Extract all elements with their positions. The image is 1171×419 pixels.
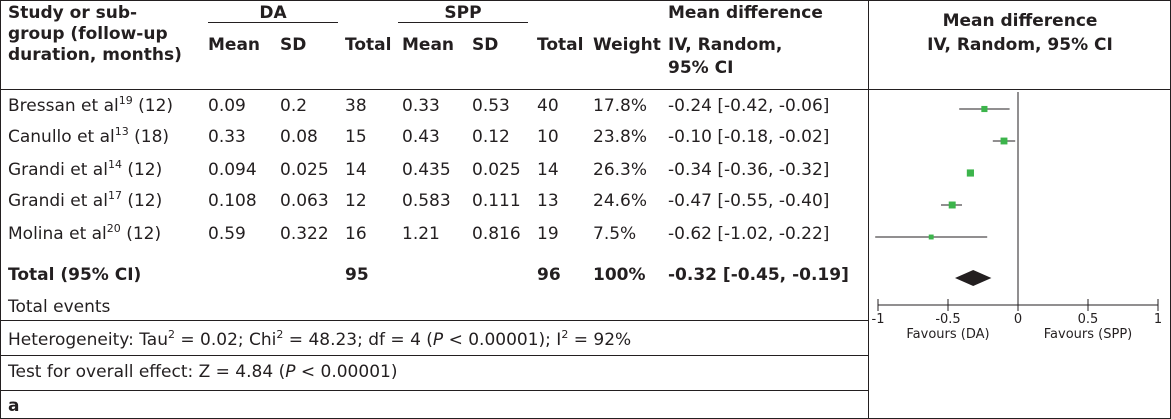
da-sd-header: SD [280,35,307,55]
spp-total: 14 [537,160,559,180]
weight-header: Weight [593,35,661,55]
study-name: Canullo et al13 (18) [8,125,170,147]
footer-divider-3 [0,390,868,391]
study-effect-marker [981,105,988,113]
spp-total: 10 [537,127,559,147]
study-header-line1: Study or sub- [8,3,138,23]
reference-superscript: 13 [114,125,129,138]
da-sd: 0.025 [280,160,329,180]
reference-superscript: 17 [107,189,122,202]
spp-mean: 0.435 [402,160,451,180]
spp-mean: 1.21 [402,224,440,244]
study-effect-marker [1000,137,1008,145]
da-total: 16 [345,224,367,244]
study-effect-marker [948,201,956,209]
mean-difference-ci: -0.62 [-1.02, -0.22] [668,224,830,244]
method-header-line2: 95% CI [668,58,734,78]
plot-header-line2: IV, Random, 95% CI [927,35,1113,55]
method-header-line1: IV, Random, [668,35,783,55]
da-total: 15 [345,127,367,147]
study-name: Bressan et al19 (12) [8,94,174,116]
spp-sd-header: SD [472,35,499,55]
spp-mean: 0.583 [402,191,451,211]
reference-superscript: 19 [118,94,133,107]
study-effect-marker [966,169,974,177]
x-tick-label: 1 [1154,312,1162,327]
da-total-sum: 95 [345,265,369,285]
da-mean: 0.094 [208,160,257,180]
study-header-line3: duration, months) [8,45,182,65]
study-name: Grandi et al14 (12) [8,158,163,180]
group2-underline [398,22,528,23]
da-mean: 0.09 [208,96,246,116]
plot-column-divider [868,0,869,419]
panel-label: a [8,396,20,416]
reference-superscript: 14 [107,158,122,171]
da-sd: 0.08 [280,127,318,147]
weight: 24.6% [593,191,648,211]
da-sd: 0.063 [280,191,329,211]
weight: 26.3% [593,160,648,180]
da-mean: 0.108 [208,191,257,211]
x-tick-label: -0.5 [935,312,960,327]
study-name: Molina et al20 (12) [8,222,162,244]
da-mean: 0.33 [208,127,246,147]
mean-difference-ci: -0.10 [-0.18, -0.02] [668,127,830,147]
header-divider [0,89,1171,90]
group1-header: DA [259,3,287,23]
total-label: Total (95% CI) [8,265,142,285]
favours-left-label: Favours (DA) [906,327,989,342]
weight: 7.5% [593,224,637,244]
da-sd: 0.322 [280,224,329,244]
da-mean-header: Mean [208,35,261,55]
pooled-effect-diamond [955,270,992,286]
weight: 17.8% [593,96,648,116]
spp-sd: 0.12 [472,127,510,147]
x-tick-label: 0.5 [1078,312,1099,327]
footer-divider-1 [0,320,868,321]
total-weight: 100% [593,265,646,285]
study-header-line2: group (follow-up [8,24,168,44]
study-effect-marker [928,234,934,240]
spp-sd: 0.025 [472,160,521,180]
spp-total: 40 [537,96,559,116]
group2-header: SPP [444,3,482,23]
da-sd: 0.2 [280,96,308,116]
mean-difference-ci: -0.24 [-0.42, -0.06] [668,96,830,116]
spp-sd: 0.816 [472,224,521,244]
spp-total: 19 [537,224,559,244]
plot-header-line1: Mean difference [942,11,1098,31]
x-tick-label: -1 [872,312,885,327]
x-tick-label: 0 [1014,312,1022,327]
da-total-header: Total [345,35,392,55]
total-events: Total events [8,297,111,317]
favours-right-label: Favours (SPP) [1044,327,1132,342]
spp-total-sum: 96 [537,265,561,285]
heterogeneity-line: Heterogeneity: Tau2 = 0.02; Chi2 = 48.23… [8,328,632,350]
spp-mean-header: Mean [402,35,455,55]
mean-difference-ci: -0.34 [-0.36, -0.32] [668,160,830,180]
reference-superscript: 20 [106,222,121,235]
mean-difference-ci: -0.47 [-0.55, -0.40] [668,191,830,211]
spp-sd: 0.53 [472,96,510,116]
group1-underline [208,22,338,23]
spp-mean: 0.33 [402,96,440,116]
pooled-ci: -0.32 [-0.45, -0.19] [668,265,849,285]
overall-effect-line: Test for overall effect: Z = 4.84 (P < 0… [8,362,398,382]
spp-total-header: Total [537,35,584,55]
spp-sd: 0.111 [472,191,521,211]
spp-mean: 0.43 [402,127,440,147]
study-name: Grandi et al17 (12) [8,189,163,211]
da-total: 38 [345,96,367,116]
spp-total: 13 [537,191,559,211]
da-total: 14 [345,160,367,180]
footer-divider-2 [0,355,868,356]
effect-header: Mean difference [668,3,823,23]
da-total: 12 [345,191,367,211]
da-mean: 0.59 [208,224,246,244]
weight: 23.8% [593,127,648,147]
